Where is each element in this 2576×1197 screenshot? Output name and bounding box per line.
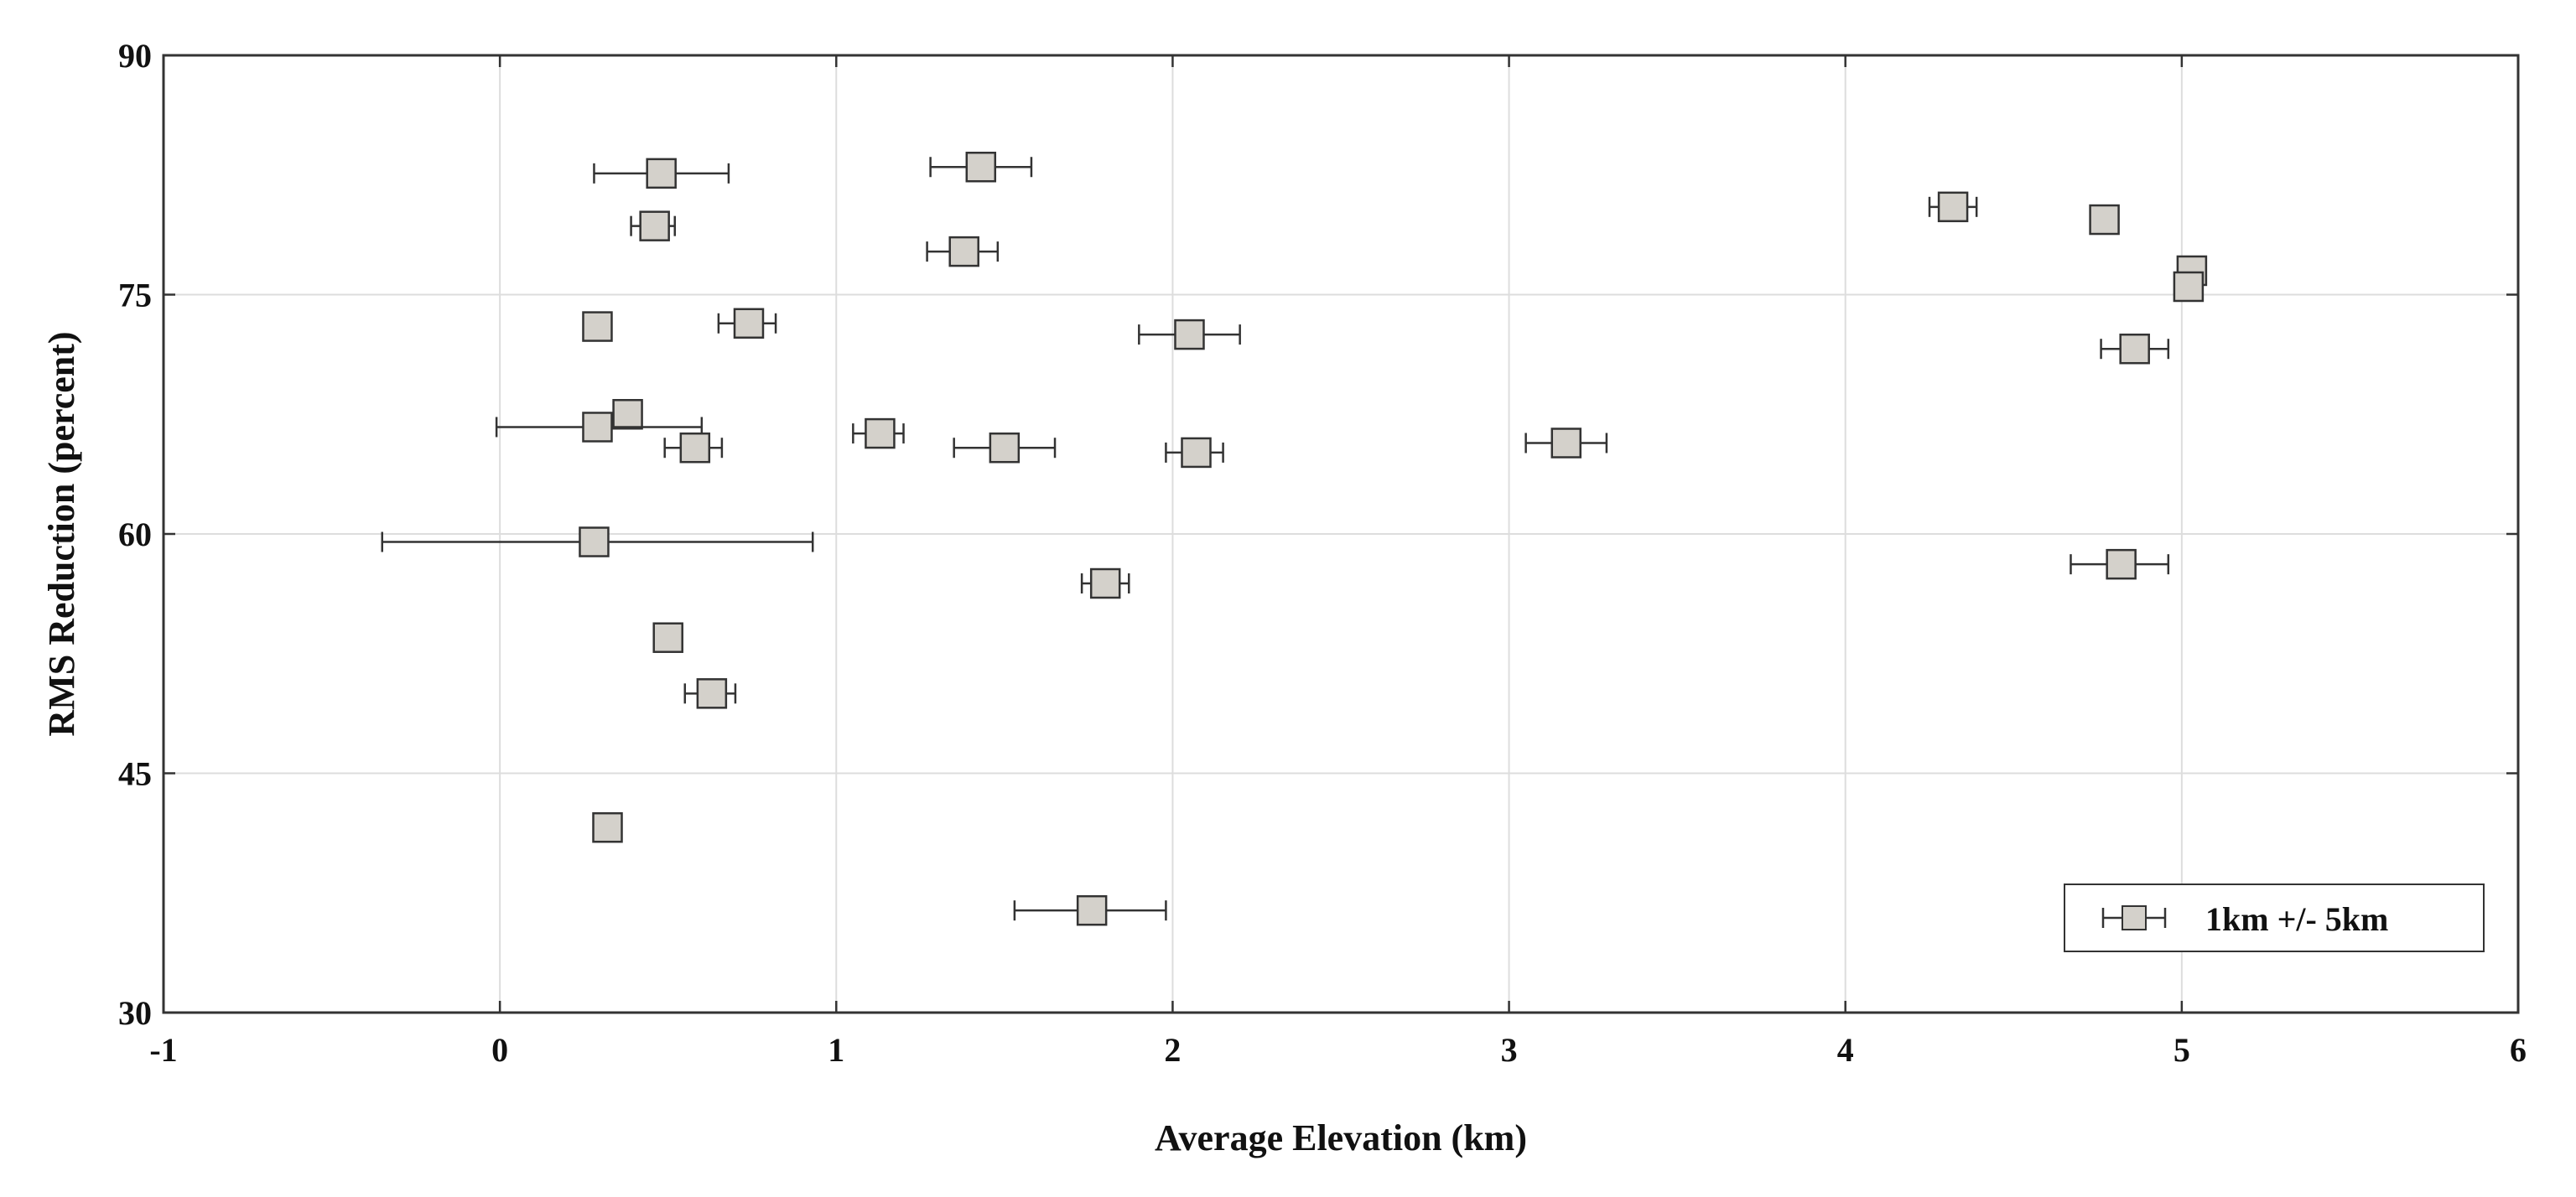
point-marker bbox=[2089, 204, 2120, 236]
data-point bbox=[2070, 548, 2170, 580]
data-point bbox=[593, 158, 730, 189]
data-point bbox=[929, 151, 1033, 183]
point-marker bbox=[1089, 567, 1121, 599]
point-marker bbox=[639, 210, 670, 241]
point-marker bbox=[1550, 428, 1582, 459]
data-point bbox=[1080, 567, 1130, 599]
point-marker bbox=[2106, 548, 2137, 580]
x-tick-label: 6 bbox=[2510, 1031, 2527, 1069]
point-marker bbox=[1076, 894, 1108, 926]
data-point bbox=[1138, 319, 1241, 350]
point-marker bbox=[865, 417, 896, 449]
point-marker bbox=[582, 412, 613, 443]
point-marker bbox=[989, 432, 1021, 464]
x-tick-label: 4 bbox=[1837, 1031, 1854, 1069]
y-tick-label: 60 bbox=[118, 516, 152, 553]
x-tick-label: 0 bbox=[491, 1031, 508, 1069]
legend-marker bbox=[2122, 905, 2147, 930]
point-marker bbox=[579, 526, 610, 557]
data-point bbox=[2089, 204, 2120, 236]
data-point bbox=[683, 678, 737, 709]
legend: 1km +/- 5km bbox=[2064, 884, 2485, 952]
y-tick-label: 45 bbox=[118, 755, 152, 793]
data-point bbox=[1013, 894, 1167, 926]
point-marker bbox=[948, 236, 979, 267]
data-point bbox=[663, 432, 724, 464]
y-axis-label: RMS Reduction (percent) bbox=[41, 331, 82, 736]
data-point bbox=[652, 622, 683, 653]
data-point bbox=[2100, 333, 2170, 365]
x-tick-label: 1 bbox=[828, 1031, 844, 1069]
point-marker bbox=[592, 811, 623, 843]
point-marker bbox=[696, 678, 728, 709]
y-tick-label: 90 bbox=[118, 37, 152, 75]
data-point bbox=[1524, 428, 1608, 459]
data-points bbox=[381, 151, 2208, 926]
data-point bbox=[582, 311, 613, 342]
data-point bbox=[2173, 271, 2205, 303]
x-axis-label: Average Elevation (km) bbox=[1155, 1117, 1527, 1158]
y-tick-label: 30 bbox=[118, 994, 152, 1032]
y-tick-label: 75 bbox=[118, 277, 152, 314]
point-marker bbox=[1181, 437, 1212, 469]
data-point bbox=[852, 417, 905, 449]
point-marker bbox=[612, 399, 643, 430]
point-marker bbox=[582, 311, 613, 342]
data-point bbox=[926, 236, 1000, 267]
x-tick-label: 2 bbox=[1164, 1031, 1181, 1069]
point-marker bbox=[1174, 319, 1205, 350]
point-marker bbox=[679, 432, 711, 464]
point-marker bbox=[965, 151, 997, 183]
data-point bbox=[612, 399, 643, 430]
legend-label: 1km +/- 5km bbox=[2205, 900, 2388, 938]
point-marker bbox=[2119, 333, 2150, 365]
data-point bbox=[592, 811, 623, 843]
point-marker bbox=[652, 622, 683, 653]
data-point bbox=[1165, 437, 1224, 469]
data-point bbox=[630, 210, 676, 241]
data-point bbox=[953, 432, 1057, 464]
data-point bbox=[495, 412, 704, 443]
gridlines bbox=[164, 55, 2518, 1013]
data-point bbox=[1928, 191, 1978, 223]
point-marker bbox=[1937, 191, 1969, 223]
x-tick-label: 3 bbox=[1501, 1031, 1518, 1069]
x-tick-label: 5 bbox=[2174, 1031, 2190, 1069]
data-point bbox=[381, 526, 814, 557]
x-tick-label: -1 bbox=[149, 1031, 177, 1069]
point-marker bbox=[2173, 271, 2205, 303]
point-marker bbox=[733, 308, 765, 339]
data-point bbox=[717, 308, 777, 339]
point-marker bbox=[646, 158, 677, 189]
